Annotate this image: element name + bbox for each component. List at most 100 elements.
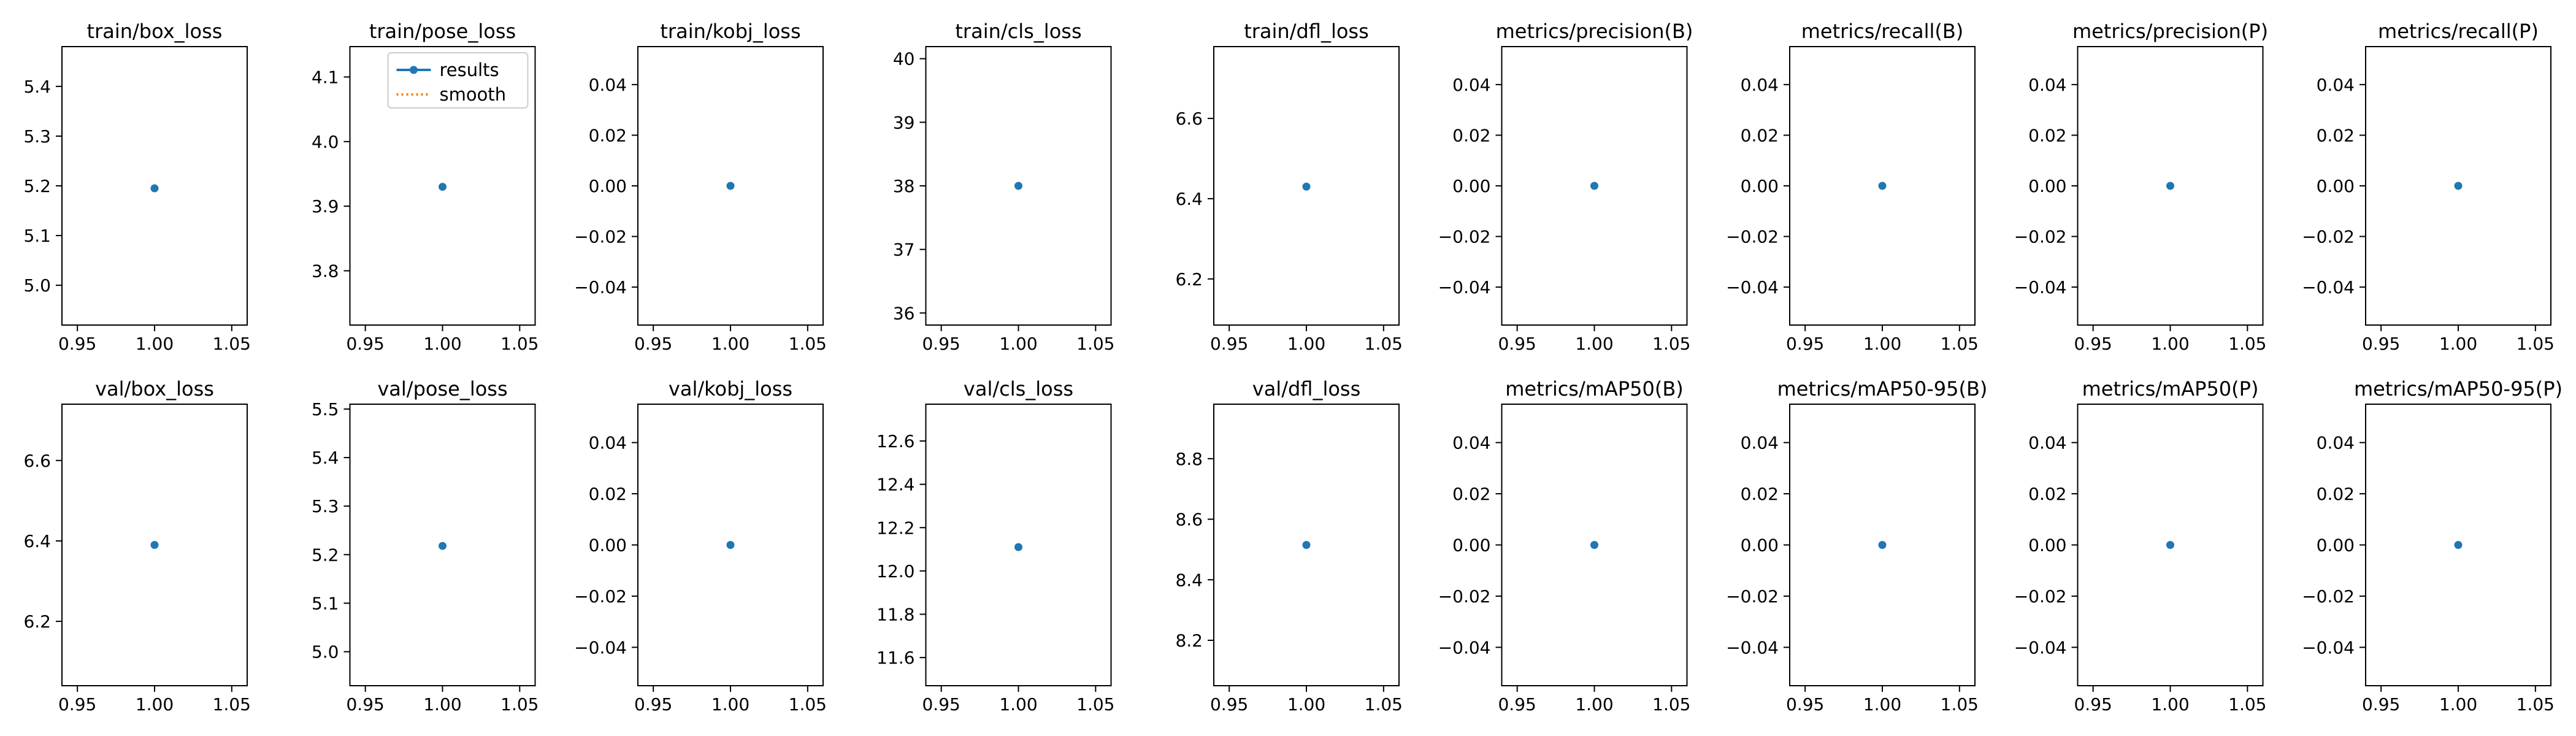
y-tick-label: 5.2 [312,545,339,565]
y-tick-label: −0.04 [574,637,627,657]
plot-frame [2077,46,2264,326]
y-tick-label: 0.02 [1741,484,1779,504]
y-tick-label: 0.00 [2028,535,2066,556]
y-tick-label: −0.02 [2302,586,2355,607]
data-point [1878,541,1887,549]
y-tick-label: 5.1 [23,226,51,246]
chart-panel: val/pose_loss 5.0 5.1 5.2 5.3 5.4 5.5 0.95 1.00 1… [312,377,539,715]
x-tick-label: 1.05 [1076,694,1114,715]
y-tick-label: 5.3 [23,126,51,147]
data-point [439,183,447,191]
y-tick-label: 0.02 [1452,484,1490,504]
y-tick-label: 0.02 [2028,484,2066,504]
x-tick-label: 0.95 [2362,334,2400,354]
x-tick-label: 1.00 [1863,694,1901,715]
plot-frame [1213,404,1400,686]
x-tick-label: 0.95 [1498,334,1536,354]
chart-title: metrics/precision(B) [1496,20,1693,43]
chart-title: val/kobj_loss [669,377,792,401]
x-tick-label: 0.95 [1210,334,1248,354]
x-tick-label: 1.00 [423,334,461,354]
x-tick-label: 0.95 [1786,334,1824,354]
chart-title: train/kobj_loss [660,20,800,43]
chart-panel: train/cls_loss 36 37 38 39 40 0.95 1.00 1.05 [893,20,1115,354]
plot-frame [637,46,824,326]
x-tick-label: 0.95 [634,694,672,715]
x-tick-label: 0.95 [2074,694,2112,715]
plot-frame [61,46,248,326]
y-tick-label: 5.5 [312,399,339,420]
plot-frame [349,404,536,686]
y-tick-label: 0.02 [1452,125,1490,145]
chart-title: metrics/mAP50-95(P) [2354,377,2563,401]
y-tick-label: −0.02 [574,227,627,247]
x-tick-label: 1.05 [1365,334,1403,354]
plot-frame [925,404,1112,686]
y-tick-label: 12.0 [876,561,914,581]
y-tick-label: 0.00 [1452,535,1490,556]
x-tick-label: 1.05 [1941,334,1979,354]
y-tick-label: −0.02 [1726,586,1779,607]
y-tick-label: −0.04 [1726,277,1779,297]
data-point [2166,182,2174,190]
plot-frame [349,46,536,326]
plot-frame [925,46,1112,326]
y-tick-label: −0.04 [2014,277,2067,297]
chart-title: metrics/recall(B) [1801,20,1964,43]
chart-title: metrics/mAP50-95(B) [1777,377,1988,401]
y-tick-label: 0.04 [2317,75,2355,95]
x-tick-label: 0.95 [1786,694,1824,715]
y-tick-label: 6.2 [1175,269,1203,289]
y-tick-label: 0.00 [1741,535,1779,556]
y-tick-label: 0.04 [1741,75,1779,95]
plot-frame [1213,46,1400,326]
chart-panel: val/dfl_loss 8.2 8.4 8.6 8.8 0.95 1.00 1.05 [1175,377,1403,715]
x-tick-label: 1.05 [1652,334,1690,354]
y-tick-label: 0.00 [589,176,627,196]
data-point [1590,182,1598,190]
x-tick-label: 1.00 [1575,334,1613,354]
x-tick-label: 1.05 [2228,334,2266,354]
x-tick-label: 1.05 [2517,334,2555,354]
y-tick-label: −0.02 [1726,227,1779,247]
x-tick-label: 1.00 [1287,334,1325,354]
x-tick-label: 1.05 [789,694,827,715]
y-tick-label: 0.04 [2028,433,2066,453]
x-tick-label: 1.05 [789,334,827,354]
data-point [1014,182,1022,190]
y-tick-label: 3.8 [312,261,339,282]
y-tick-label: −0.04 [2302,637,2355,657]
chart-title: metrics/recall(P) [2378,20,2539,43]
y-tick-label: 11.8 [876,604,914,624]
y-tick-label: −0.04 [574,277,627,297]
plot-frame [637,404,824,686]
chart-panel: val/cls_loss 11.6 11.8 12.0 12.2 12.4 12.6 0.95… [876,377,1114,715]
y-tick-label: −0.02 [1438,227,1491,247]
y-tick-label: 11.6 [876,648,914,668]
data-point [150,541,159,549]
y-tick-label: 5.0 [23,275,51,296]
x-tick-label: 0.95 [634,334,672,354]
plot-frame [1789,46,1976,326]
x-tick-label: 1.05 [2517,694,2555,715]
x-tick-label: 0.95 [346,334,384,354]
plot-frame [1789,404,1976,686]
y-tick-label: 0.04 [2028,75,2066,95]
data-point [1590,541,1598,549]
chart-panel: metrics/mAP50(P) −0.04 −0.02 0.00 0.02 0.04 0.… [2014,377,2267,715]
y-tick-label: 37 [893,240,915,260]
chart-panel: metrics/recall(P) −0.04 −0.02 0.00 0.02 0.04 0… [2302,20,2555,354]
x-tick-label: 1.00 [1575,694,1613,715]
chart-panel: train/pose_loss 3.8 3.9 4.0 4.1 0.95 1.00 1.05 r… [312,20,539,354]
x-tick-label: 1.00 [1287,694,1325,715]
y-tick-label: 6.6 [23,451,51,471]
y-tick-label: 5.3 [312,496,339,516]
y-tick-label: 6.2 [23,611,51,632]
y-tick-label: 8.6 [1175,510,1203,530]
plot-frame [61,404,248,686]
y-tick-label: 6.6 [1175,109,1203,129]
y-tick-label: 40 [893,49,915,69]
y-tick-label: 39 [893,112,915,132]
y-tick-label: 4.0 [312,132,339,152]
x-tick-label: 1.05 [1652,694,1690,715]
